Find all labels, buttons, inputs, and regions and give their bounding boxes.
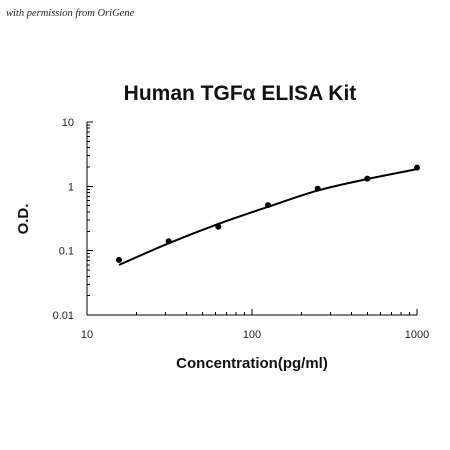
data-point — [264, 202, 271, 209]
x-tick-label: 100 — [243, 329, 261, 341]
permission-note: with permission from OriGene — [6, 8, 135, 19]
data-point — [314, 185, 321, 192]
data-point — [165, 238, 172, 245]
chart-title: Human TGFα ELISA Kit — [124, 82, 357, 105]
y-tick-label: 0.01 — [53, 310, 74, 322]
fit-curve-group — [118, 168, 418, 266]
data-point — [364, 175, 371, 182]
fit-curve — [118, 168, 418, 266]
y-ticks: 0.01 0.1 1 10 — [53, 117, 93, 322]
data-points — [115, 164, 420, 263]
x-tick-label: 1000 — [405, 329, 429, 341]
y-axis-label: O.D. — [15, 204, 32, 235]
y-tick-label: 1 — [68, 181, 74, 193]
x-ticks: 10 100 1000 — [81, 309, 429, 341]
x-axis-label: Concentration(pg/ml) — [176, 355, 328, 372]
y-tick-label: 0.1 — [59, 246, 74, 258]
x-tick-label: 10 — [81, 329, 93, 341]
data-point — [414, 164, 420, 171]
data-point — [215, 223, 222, 230]
data-point — [115, 256, 122, 263]
y-tick-label: 10 — [62, 117, 74, 129]
axes — [86, 122, 417, 316]
